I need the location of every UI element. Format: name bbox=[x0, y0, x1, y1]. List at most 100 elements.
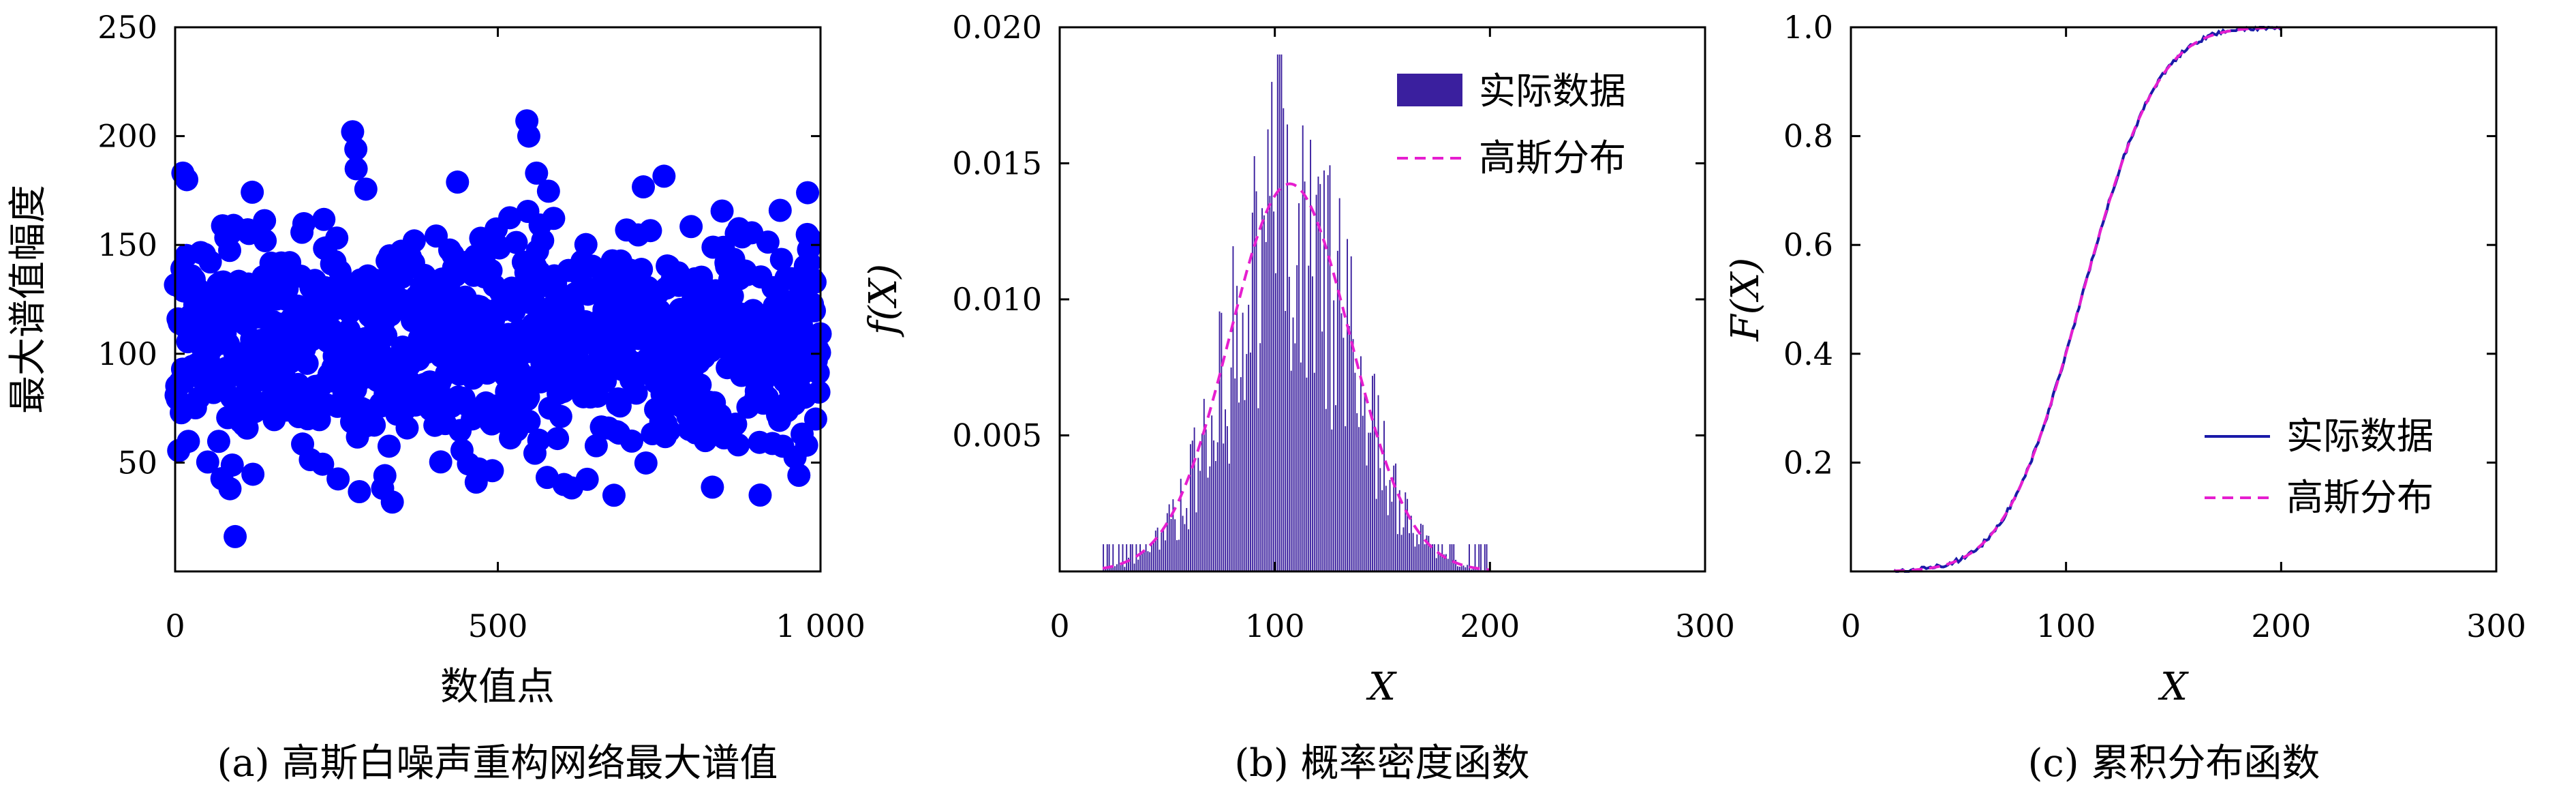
histogram-bar bbox=[1205, 429, 1207, 571]
y-tick-label: 0.4 bbox=[1783, 335, 1833, 372]
histogram-bar bbox=[1110, 567, 1112, 571]
histogram-bar bbox=[1255, 191, 1257, 571]
histogram-bar bbox=[1362, 415, 1364, 571]
histogram-bar bbox=[1172, 499, 1174, 571]
histogram-bar bbox=[1287, 124, 1288, 572]
panel-caption: (a) 高斯白噪声重构网络最大谱值 bbox=[217, 741, 778, 786]
scatter-point bbox=[446, 170, 470, 194]
histogram-bar bbox=[1311, 276, 1313, 571]
scatter-point bbox=[632, 175, 656, 199]
histogram-bar bbox=[1122, 544, 1124, 571]
histogram-bar bbox=[1137, 559, 1139, 571]
histogram-bar bbox=[1418, 544, 1420, 571]
histogram-bar bbox=[1366, 465, 1368, 571]
scatter-point bbox=[527, 428, 551, 452]
histogram-bar bbox=[1143, 550, 1145, 571]
x-tick-label: 300 bbox=[2466, 608, 2526, 644]
histogram-bar bbox=[1114, 566, 1116, 571]
histogram-bar bbox=[1298, 203, 1300, 571]
histogram-bar bbox=[1240, 377, 1242, 571]
histogram-bar bbox=[1188, 529, 1190, 571]
scatter-point bbox=[218, 239, 242, 263]
scatter-point bbox=[724, 413, 748, 436]
histogram-bar bbox=[1393, 465, 1395, 571]
scatter-point bbox=[549, 404, 572, 428]
histogram-bar bbox=[1451, 544, 1453, 571]
histogram-bar bbox=[1250, 352, 1251, 571]
scatter-point bbox=[344, 157, 368, 181]
histogram-bar bbox=[1455, 559, 1457, 571]
scatter-point bbox=[253, 209, 277, 233]
scatter-point bbox=[295, 351, 319, 375]
histogram-bar bbox=[1199, 471, 1201, 571]
histogram-bar bbox=[1253, 155, 1255, 571]
y-tick-label: 0.2 bbox=[1783, 444, 1833, 481]
histogram-bar bbox=[1151, 544, 1153, 571]
scatter-point bbox=[796, 181, 820, 205]
scatter-point bbox=[620, 429, 644, 453]
histogram-bar bbox=[1214, 461, 1216, 571]
histogram-bar bbox=[1453, 544, 1455, 571]
y-tick-label: 0.8 bbox=[1783, 118, 1833, 155]
histogram-bar bbox=[1414, 546, 1416, 571]
scatter-point bbox=[363, 413, 386, 437]
histogram-bar bbox=[1354, 372, 1356, 571]
scatter-point bbox=[652, 164, 676, 188]
histogram-bar bbox=[1218, 311, 1221, 571]
histogram-bar bbox=[1319, 183, 1321, 571]
histogram-bar bbox=[1120, 564, 1122, 571]
histogram-bar bbox=[1292, 317, 1294, 571]
histogram-bar bbox=[1228, 463, 1230, 571]
y-axis-label: f(X) bbox=[861, 264, 906, 338]
x-tick-label: 0 bbox=[1841, 608, 1860, 644]
scatter-points bbox=[164, 109, 832, 548]
scatter-point bbox=[341, 120, 365, 144]
histogram-bar bbox=[1300, 362, 1302, 571]
histogram-bar bbox=[1352, 339, 1354, 571]
axis-ticks: 0 500 1 000 50 100 150 200 250 bbox=[97, 9, 865, 644]
legend-label-gaussian: 高斯分布 bbox=[1479, 136, 1626, 179]
y-tick-label: 0.005 bbox=[952, 417, 1042, 454]
scatter-point bbox=[639, 219, 662, 243]
histogram-bar bbox=[1274, 273, 1276, 571]
histogram-bar bbox=[1327, 175, 1329, 572]
scatter-point bbox=[380, 490, 404, 514]
histogram-bar bbox=[1460, 566, 1462, 571]
cdf-gaussian-line bbox=[1894, 26, 2282, 573]
histogram-bar bbox=[1310, 139, 1312, 571]
scatter-point bbox=[630, 258, 654, 282]
histogram-bar bbox=[1308, 265, 1310, 571]
histogram-bar bbox=[1104, 569, 1106, 571]
histogram-bar bbox=[1232, 246, 1234, 571]
histogram-bar bbox=[1441, 544, 1443, 571]
histogram-bar bbox=[1186, 508, 1188, 571]
x-axis-label: X bbox=[1366, 665, 1397, 709]
histogram-bar bbox=[1170, 519, 1172, 571]
histogram-bar bbox=[1325, 408, 1327, 571]
histogram-bars bbox=[1103, 54, 1490, 572]
histogram-bar bbox=[1154, 531, 1156, 571]
x-tick-label: 100 bbox=[1245, 608, 1305, 644]
scatter-point bbox=[803, 407, 827, 431]
scatter-point bbox=[377, 434, 401, 458]
histogram-bar bbox=[1207, 477, 1209, 571]
scatter-point bbox=[755, 385, 779, 409]
histogram-bar bbox=[1174, 519, 1176, 571]
y-tick-label: 200 bbox=[97, 118, 157, 155]
histogram-bar bbox=[1129, 544, 1131, 571]
histogram-bar bbox=[1437, 544, 1439, 571]
histogram-bar bbox=[1343, 338, 1345, 571]
y-axis-label: F(X) bbox=[1723, 258, 1768, 342]
histogram-bar bbox=[1116, 564, 1118, 571]
histogram-bar bbox=[1165, 540, 1166, 571]
x-tick-label: 100 bbox=[2036, 608, 2096, 644]
histogram-bar bbox=[1161, 532, 1163, 571]
histogram-bar bbox=[1267, 129, 1269, 571]
scatter-point bbox=[373, 464, 397, 488]
y-tick-label: 1.0 bbox=[1783, 9, 1833, 46]
histogram-bar bbox=[1360, 356, 1362, 571]
y-tick-label: 0.020 bbox=[952, 9, 1042, 46]
scatter-point bbox=[688, 373, 712, 397]
histogram-bar bbox=[1407, 498, 1409, 571]
histogram-bar bbox=[1139, 544, 1141, 571]
